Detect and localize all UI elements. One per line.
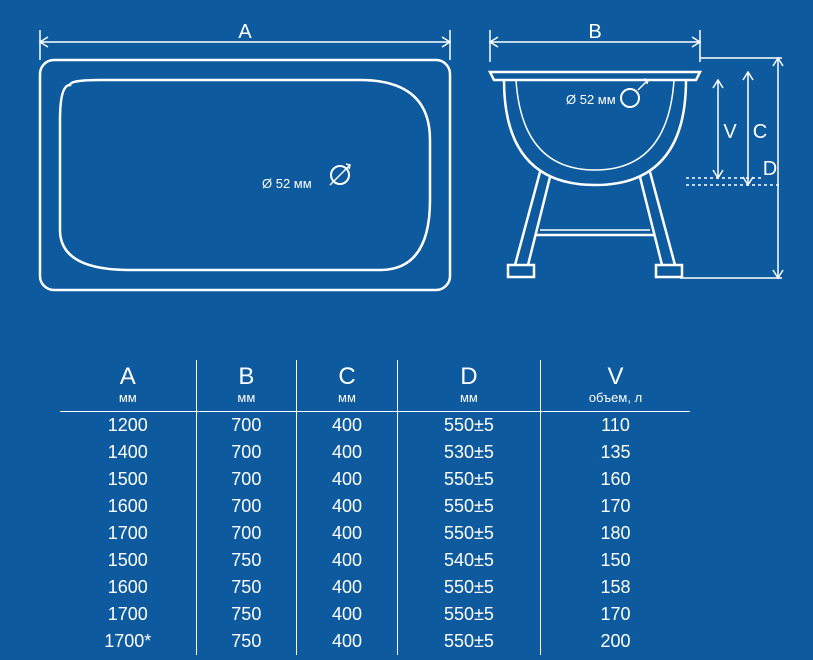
col-header: Cмм (297, 360, 398, 412)
table-cell: 135 (541, 439, 691, 466)
table-row: 1200700400550±5110 (60, 412, 690, 440)
table-cell: 750 (196, 547, 297, 574)
table-cell: 158 (541, 574, 691, 601)
table-cell: 170 (541, 601, 691, 628)
table-cell: 550±5 (397, 466, 540, 493)
table-cell: 1700 (60, 601, 196, 628)
col-header: Bмм (196, 360, 297, 412)
table-cell: 1200 (60, 412, 196, 440)
table-row: 1700700400550±5180 (60, 520, 690, 547)
table-cell: 550±5 (397, 601, 540, 628)
table-row: 1500750400540±5150 (60, 547, 690, 574)
table-cell: 160 (541, 466, 691, 493)
table-cell: 750 (196, 574, 297, 601)
col-header-sub: объем, л (549, 390, 682, 405)
table-cell: 1400 (60, 439, 196, 466)
side-view: B Ø 52 мм (490, 21, 783, 278)
table-cell: 400 (297, 628, 398, 655)
dim-d-label: D (763, 158, 777, 180)
col-header-sub: мм (68, 390, 188, 405)
dim-b-label: B (588, 21, 601, 43)
col-header: Dмм (397, 360, 540, 412)
table-cell: 550±5 (397, 574, 540, 601)
table-cell: 1500 (60, 466, 196, 493)
side-hole-label: Ø 52 мм (566, 92, 616, 107)
table-cell: 150 (541, 547, 691, 574)
table-cell: 550±5 (397, 628, 540, 655)
table-cell: 400 (297, 466, 398, 493)
dim-c-label: C (753, 121, 767, 143)
table-row: 1700750400550±5170 (60, 601, 690, 628)
table-cell: 1600 (60, 493, 196, 520)
col-header-main: V (549, 364, 682, 390)
col-header-sub: мм (406, 390, 532, 405)
table-cell: 700 (196, 466, 297, 493)
table-cell: 1700 (60, 520, 196, 547)
table-cell: 400 (297, 493, 398, 520)
col-header-main: A (68, 364, 188, 390)
col-header-main: B (205, 364, 289, 390)
table-cell: 700 (196, 439, 297, 466)
table-cell: 180 (541, 520, 691, 547)
table-row: 1600750400550±5158 (60, 574, 690, 601)
table-cell: 400 (297, 547, 398, 574)
table-cell: 550±5 (397, 412, 540, 440)
table-cell: 200 (541, 628, 691, 655)
dimensions-table: AммBммCммDммVобъем, л 1200700400550±5110… (60, 360, 690, 655)
table-row: 1600700400550±5170 (60, 493, 690, 520)
table-cell: 700 (196, 412, 297, 440)
table-row: 1700*750400550±5200 (60, 628, 690, 655)
table-cell: 530±5 (397, 439, 540, 466)
table-row: 1500700400550±5160 (60, 466, 690, 493)
dim-a-label: A (238, 21, 252, 43)
col-header-sub: мм (205, 390, 289, 405)
table-cell: 750 (196, 628, 297, 655)
top-hole-label: Ø 52 мм (262, 176, 312, 191)
table-cell: 110 (541, 412, 691, 440)
table-cell: 400 (297, 412, 398, 440)
table-cell: 540±5 (397, 547, 540, 574)
table-cell: 400 (297, 601, 398, 628)
table-row: 1400700400530±5135 (60, 439, 690, 466)
table-cell: 170 (541, 493, 691, 520)
table-cell: 1600 (60, 574, 196, 601)
table-cell: 1700* (60, 628, 196, 655)
col-header: Vобъем, л (541, 360, 691, 412)
col-header-main: C (305, 364, 389, 390)
col-header-sub: мм (305, 390, 389, 405)
table-cell: 700 (196, 493, 297, 520)
table-cell: 1500 (60, 547, 196, 574)
table-cell: 700 (196, 520, 297, 547)
table-cell: 550±5 (397, 493, 540, 520)
table-cell: 400 (297, 439, 398, 466)
col-header: Aмм (60, 360, 196, 412)
table-cell: 550±5 (397, 520, 540, 547)
dim-v-label: V (723, 121, 737, 143)
table-cell: 400 (297, 574, 398, 601)
spec-sheet: A Ø 52 мм (0, 0, 813, 660)
table-cell: 750 (196, 601, 297, 628)
col-header-main: D (406, 364, 532, 390)
top-view: A Ø 52 мм (40, 21, 450, 290)
diagrams-area: A Ø 52 мм (30, 20, 790, 320)
table-cell: 400 (297, 520, 398, 547)
